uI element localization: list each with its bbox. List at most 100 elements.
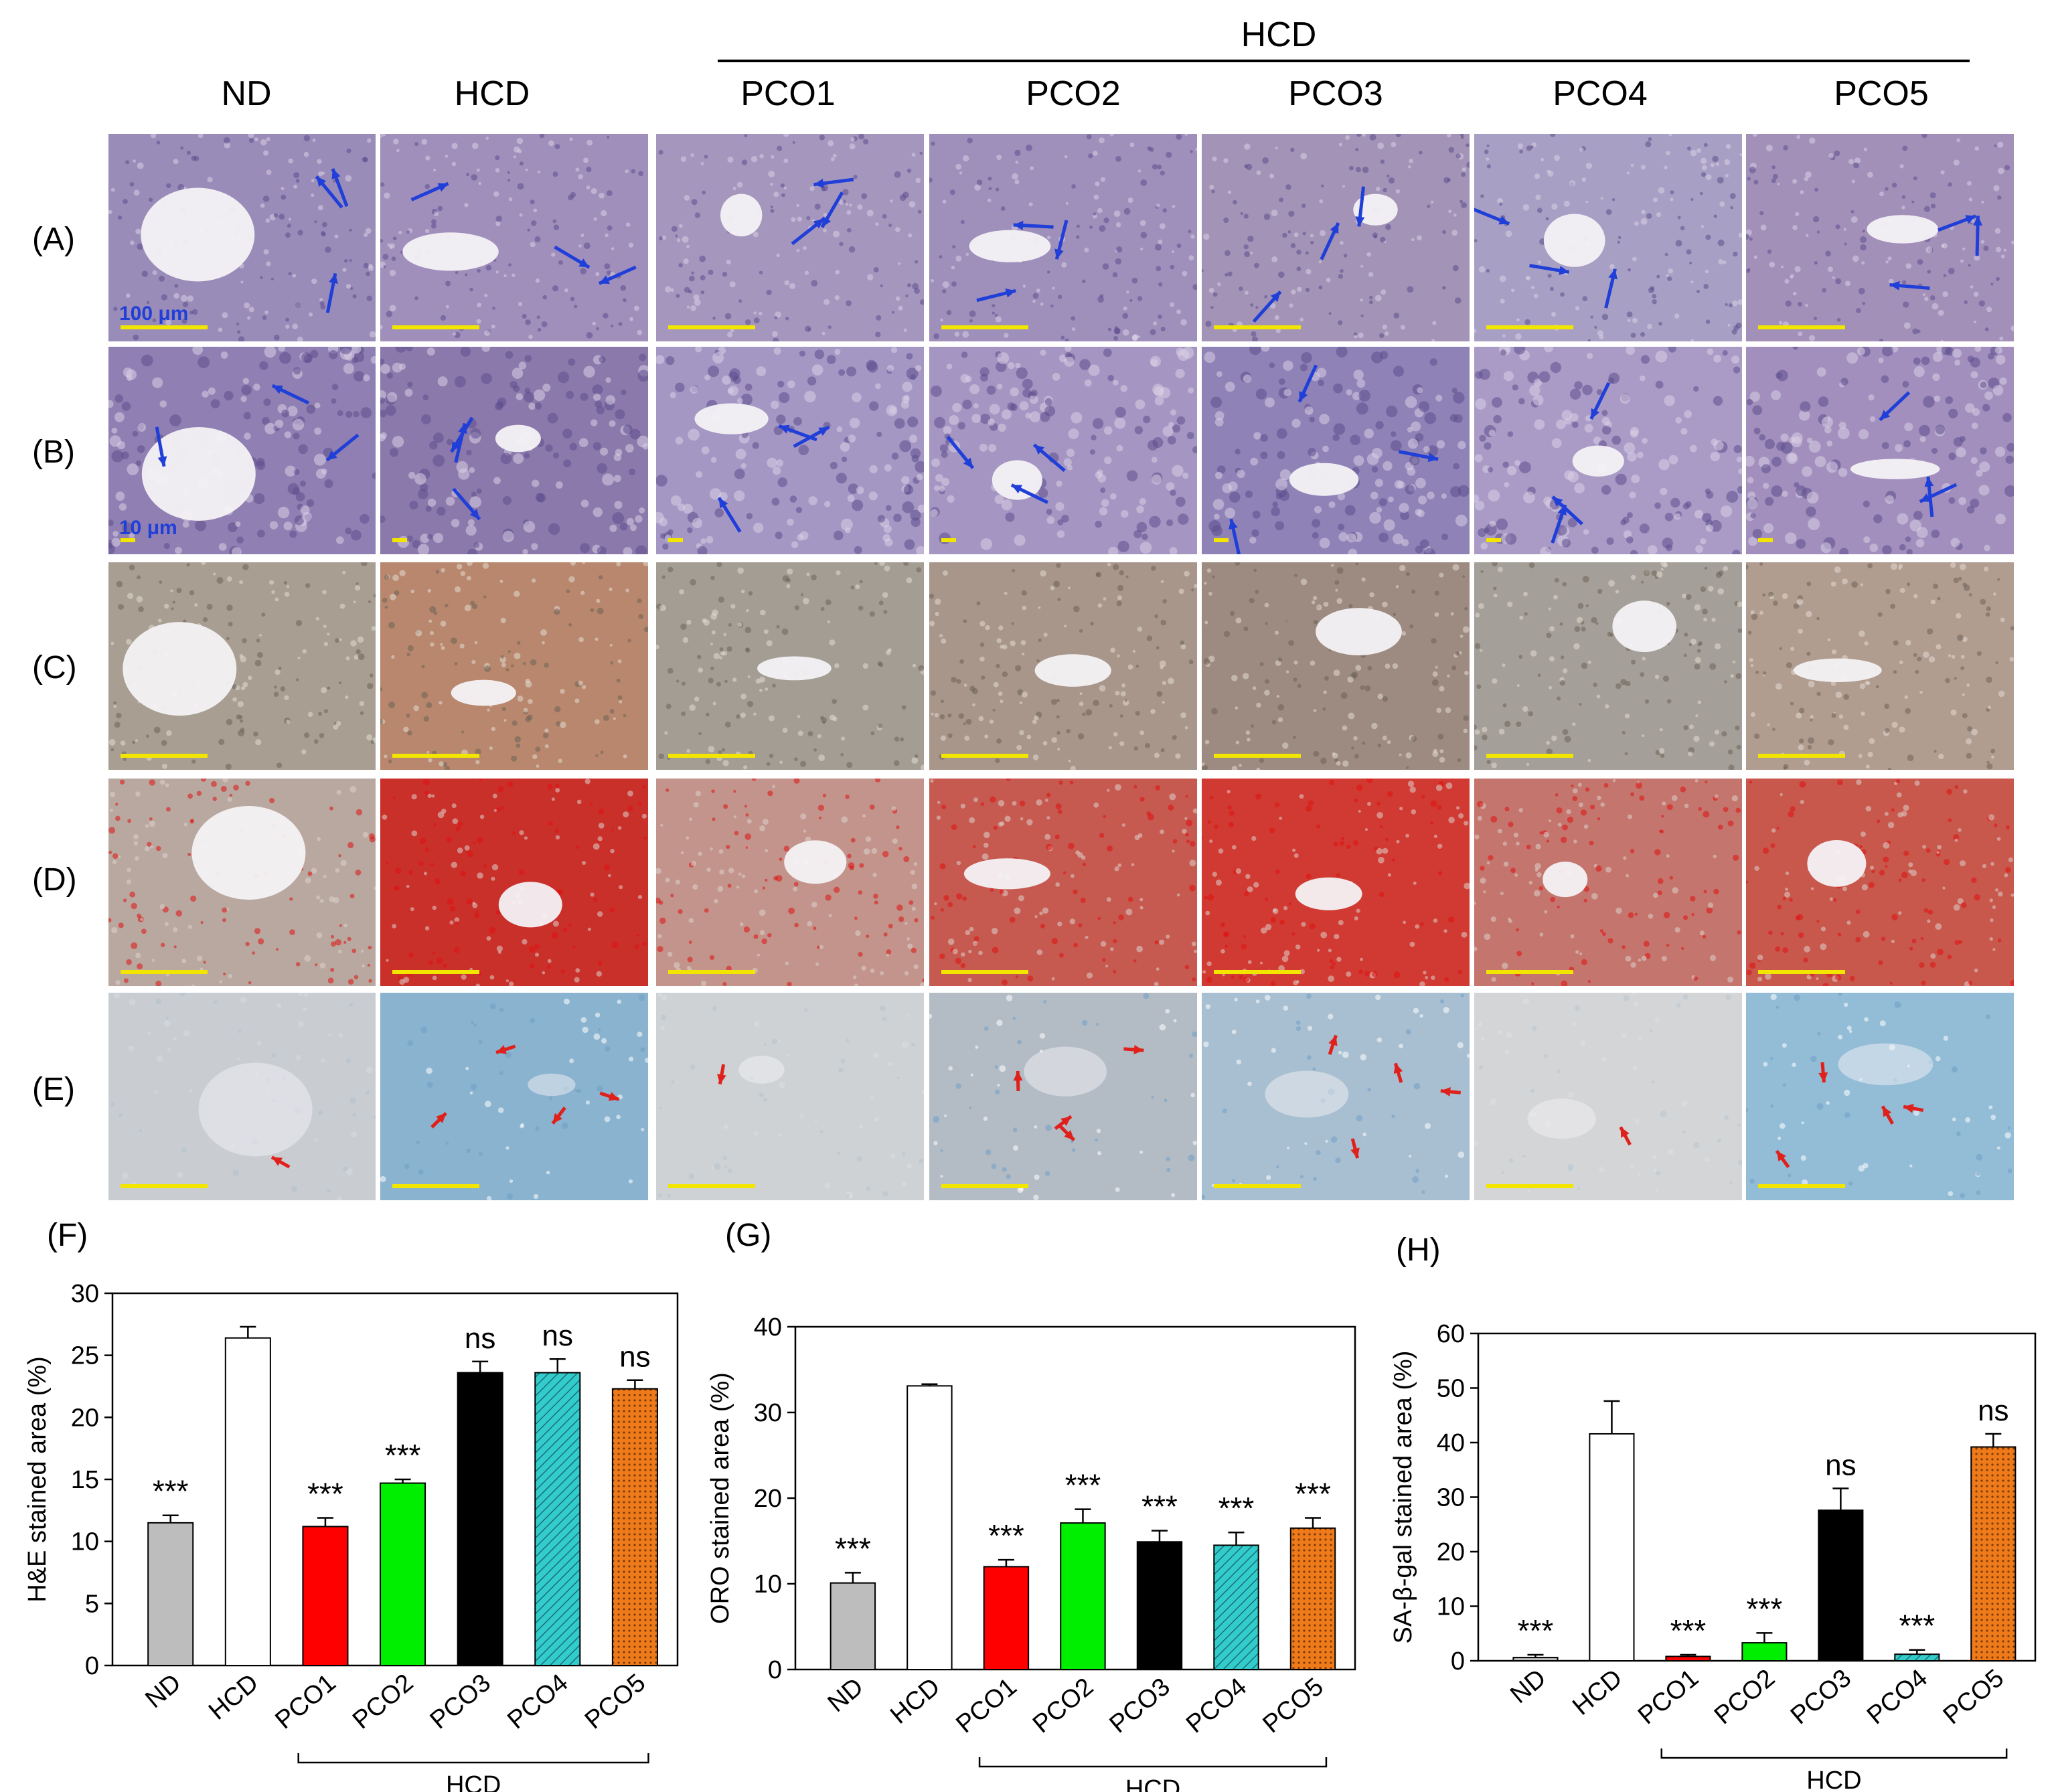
tissue-cell bbox=[1976, 469, 1983, 477]
tissue-cell bbox=[616, 562, 621, 567]
tissue-cell bbox=[373, 1115, 376, 1119]
tissue-cell bbox=[1336, 760, 1341, 766]
tissue-cell bbox=[907, 943, 913, 949]
tissue-cell bbox=[232, 1169, 239, 1176]
tissue-cell bbox=[704, 155, 708, 159]
tissue-cell bbox=[637, 329, 643, 335]
tissue-cell bbox=[1167, 436, 1176, 445]
tissue-cell bbox=[366, 1066, 373, 1074]
tissue-cell bbox=[1367, 1088, 1371, 1092]
tissue-cell bbox=[1891, 722, 1898, 728]
tissue-cell bbox=[175, 910, 183, 917]
tissue-cell bbox=[149, 820, 155, 827]
tissue-cell bbox=[351, 347, 362, 354]
scale-bar bbox=[1214, 970, 1301, 974]
tissue-cell bbox=[1271, 210, 1278, 216]
tissue-cell bbox=[1235, 617, 1242, 624]
tissue-cell bbox=[595, 272, 600, 276]
tissue-cell bbox=[257, 651, 263, 658]
tissue-cell bbox=[1479, 434, 1486, 442]
tissue-cell bbox=[818, 754, 825, 761]
tissue-cell bbox=[347, 936, 351, 941]
tissue-cell bbox=[1587, 353, 1593, 359]
tissue-cell bbox=[793, 886, 798, 892]
tissue-cell bbox=[1431, 975, 1435, 980]
tissue-cell bbox=[1990, 748, 1996, 754]
tissue-cell bbox=[126, 639, 132, 645]
tissue-cell bbox=[915, 461, 924, 473]
micrograph-c-nd bbox=[108, 562, 376, 770]
tissue-cell bbox=[475, 748, 481, 755]
tissue-cell bbox=[1919, 690, 1923, 694]
tissue-cell bbox=[1366, 779, 1373, 783]
tissue-cell bbox=[1245, 874, 1251, 879]
tissue-cell bbox=[772, 466, 781, 475]
tissue-cell bbox=[1800, 401, 1811, 412]
tissue-cell bbox=[363, 262, 369, 268]
tissue-cell bbox=[894, 418, 905, 429]
tissue-cell bbox=[1930, 203, 1936, 209]
tissue-cell bbox=[1516, 928, 1519, 932]
tissue-cell bbox=[1605, 209, 1612, 216]
tissue-cell bbox=[1992, 385, 2004, 396]
tissue-cell bbox=[213, 1000, 218, 1005]
tissue-cell bbox=[156, 141, 161, 145]
tissue-cell bbox=[1080, 898, 1086, 904]
tissue-cell bbox=[1000, 821, 1005, 826]
tissue-cell bbox=[262, 417, 270, 425]
tissue-cell bbox=[1615, 590, 1620, 594]
tissue-cell bbox=[1231, 675, 1238, 681]
tissue-cell bbox=[710, 1166, 714, 1169]
tissue-cell bbox=[1099, 507, 1108, 516]
row-label-c: (C) bbox=[32, 650, 77, 685]
tissue-cell bbox=[1458, 813, 1464, 819]
micrograph-a-pco2 bbox=[929, 134, 1197, 341]
tissue-cell bbox=[545, 444, 553, 452]
tissue-cell bbox=[1014, 907, 1021, 914]
tissue-cell bbox=[349, 786, 357, 793]
tissue-cell bbox=[1941, 347, 1952, 355]
tissue-cell bbox=[1832, 276, 1835, 279]
tissue-cell bbox=[1931, 303, 1939, 310]
tissue-cell bbox=[1968, 264, 1971, 267]
scale-bar bbox=[668, 1184, 755, 1188]
tissue-cell bbox=[1913, 176, 1917, 181]
tissue-cell bbox=[516, 137, 524, 145]
tissue-cell bbox=[1039, 1033, 1046, 1039]
tissue-cell bbox=[1905, 708, 1911, 714]
tissue-cell bbox=[1554, 155, 1560, 161]
tissue-cell bbox=[1176, 416, 1186, 425]
tissue-cell bbox=[1478, 603, 1484, 609]
tissue-cell bbox=[385, 405, 396, 416]
tissue-cell bbox=[1360, 685, 1365, 690]
tissue-cell bbox=[852, 392, 862, 402]
tissue-cell bbox=[542, 971, 546, 975]
tissue-cell bbox=[119, 503, 127, 511]
tissue-cell bbox=[969, 310, 976, 317]
tissue-cell bbox=[1713, 214, 1717, 218]
tissue-cell bbox=[1560, 836, 1567, 843]
tissue-cell bbox=[555, 783, 560, 789]
tissue-cell bbox=[1536, 208, 1543, 214]
tissue-cell bbox=[451, 161, 457, 167]
tissue-cell bbox=[287, 224, 291, 228]
micrograph-c-pco3 bbox=[1202, 562, 1470, 770]
tissue-background bbox=[656, 779, 924, 986]
tissue-cell bbox=[1798, 331, 1803, 337]
tissue-cell bbox=[592, 321, 596, 326]
tissue-cell bbox=[996, 638, 1002, 643]
tissue-cell bbox=[1247, 960, 1252, 965]
tissue-cell bbox=[380, 719, 384, 724]
tissue-cell bbox=[484, 293, 488, 297]
tissue-cell bbox=[418, 1169, 424, 1175]
tissue-cell bbox=[657, 1194, 662, 1198]
tissue-cell bbox=[349, 228, 352, 232]
tissue-cell bbox=[846, 1038, 850, 1042]
arrow-head bbox=[1011, 485, 1022, 494]
tissue-cell bbox=[1208, 592, 1212, 596]
tissue-cell bbox=[909, 201, 916, 208]
tissue-cell bbox=[1322, 445, 1329, 453]
tissue-cell bbox=[1964, 584, 1970, 591]
tissue-cell bbox=[1320, 931, 1328, 939]
tissue-cell bbox=[1838, 468, 1848, 477]
